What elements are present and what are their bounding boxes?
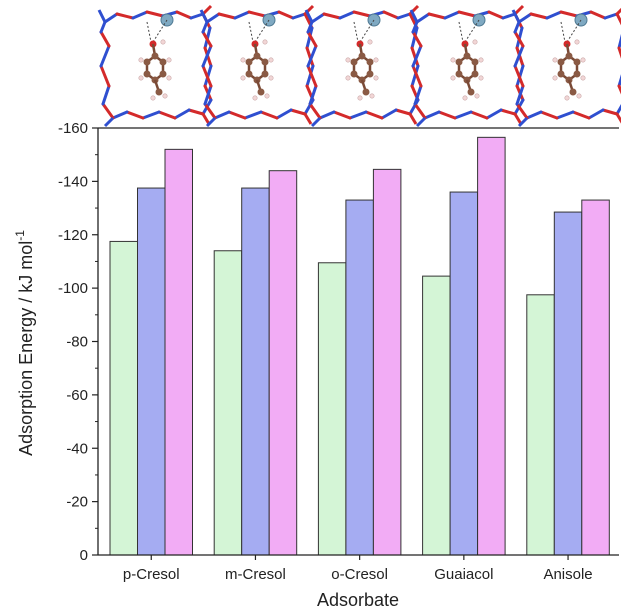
bar-p-cresol-series-1 [109, 240, 138, 556]
x-axis-label: Adsorbate [317, 590, 399, 610]
y-axis-label: Adsorption Energy / kJ mol-1 [13, 230, 36, 456]
bar-m-cresol-series-1 [213, 250, 243, 556]
y-tick-label: -20 [66, 494, 88, 511]
molecular-structure-insets [97, 4, 621, 128]
bar-anisole-series-2 [553, 211, 583, 556]
bar-m-cresol-series-3 [268, 170, 298, 556]
bar-m-cresol-series-2 [241, 187, 270, 556]
bar-guaiacol-series-2 [449, 191, 479, 556]
bar-o-cresol-series-1 [317, 262, 347, 556]
y-tick-label: -60 [66, 387, 88, 404]
bar-anisole-series-3 [581, 199, 610, 556]
bar-o-cresol-series-2 [345, 199, 374, 556]
bar-p-cresol-series-2 [137, 187, 166, 556]
bar-group [109, 136, 610, 556]
y-tick-label: 0 [80, 547, 88, 564]
y-tick-label: -140 [58, 173, 88, 190]
bar-anisole-series-1 [526, 294, 555, 556]
molecule-inset-guaiacol [409, 4, 525, 128]
bar-p-cresol-series-3 [164, 148, 193, 556]
bar-o-cresol-series-3 [372, 168, 402, 556]
molecule-inset-p-cresol [97, 4, 213, 128]
x-tick-label: p-Cresol [123, 566, 180, 583]
x-tick-label: Guaiacol [434, 566, 493, 583]
y-tick-label: -120 [58, 227, 88, 244]
x-tick-label: m-Cresol [225, 566, 286, 583]
molecule-inset-o-cresol [304, 4, 420, 128]
x-tick-label: Anisole [543, 566, 592, 583]
y-tick-label: -100 [58, 280, 88, 297]
y-tick-label: -80 [66, 334, 88, 351]
molecule-inset-m-cresol [199, 4, 315, 128]
y-axis-label-main: Adsorption Energy / kJ mol [16, 241, 36, 456]
bar-guaiacol-series-3 [477, 136, 506, 556]
x-tick-label: o-Cresol [331, 566, 388, 583]
bar-guaiacol-series-1 [422, 275, 451, 556]
axes: 0 -20 -40 -60 -80 -100 -120 -140 -160 p-Cresol m-C… [58, 120, 619, 583]
y-tick-label: -40 [66, 440, 88, 457]
y-axis-label-superscript: -1 [13, 230, 27, 241]
molecule-inset-anisole [511, 7, 621, 128]
y-tick-label: -160 [58, 120, 88, 137]
